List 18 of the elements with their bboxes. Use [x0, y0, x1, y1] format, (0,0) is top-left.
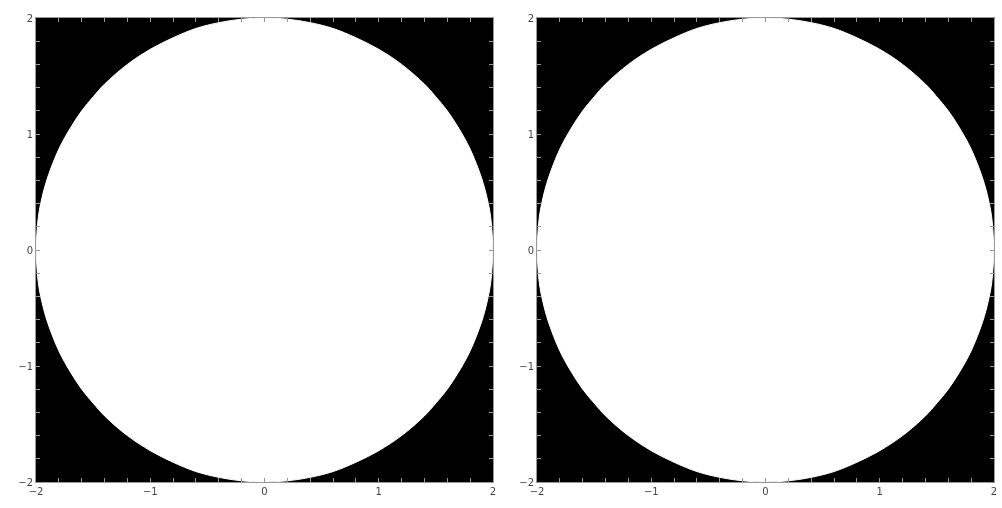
y-tick-label: 0 — [26, 244, 33, 256]
x-tick-label: 2 — [990, 486, 998, 497]
y-tick-label: 0 — [527, 244, 534, 256]
y-tick-label: −2 — [18, 476, 33, 488]
x-tick-label: 1 — [375, 486, 382, 497]
y-tick-label: 2 — [527, 12, 534, 24]
y-tick-label: 1 — [527, 128, 534, 140]
y-tick-label: −2 — [519, 476, 534, 488]
x-tick-label: −1 — [142, 486, 158, 497]
y-tick-label: −1 — [519, 360, 534, 372]
x-tick-label: 0 — [261, 486, 268, 497]
x-tick-label: 1 — [876, 486, 883, 497]
y-tick-label: −1 — [18, 360, 33, 372]
y-tick-label: 1 — [26, 128, 33, 140]
y-tick-label: 2 — [26, 12, 33, 24]
x-tick-label: 2 — [489, 486, 497, 497]
x-tick-label: 0 — [762, 486, 769, 497]
x-tick-label: −1 — [643, 486, 659, 497]
